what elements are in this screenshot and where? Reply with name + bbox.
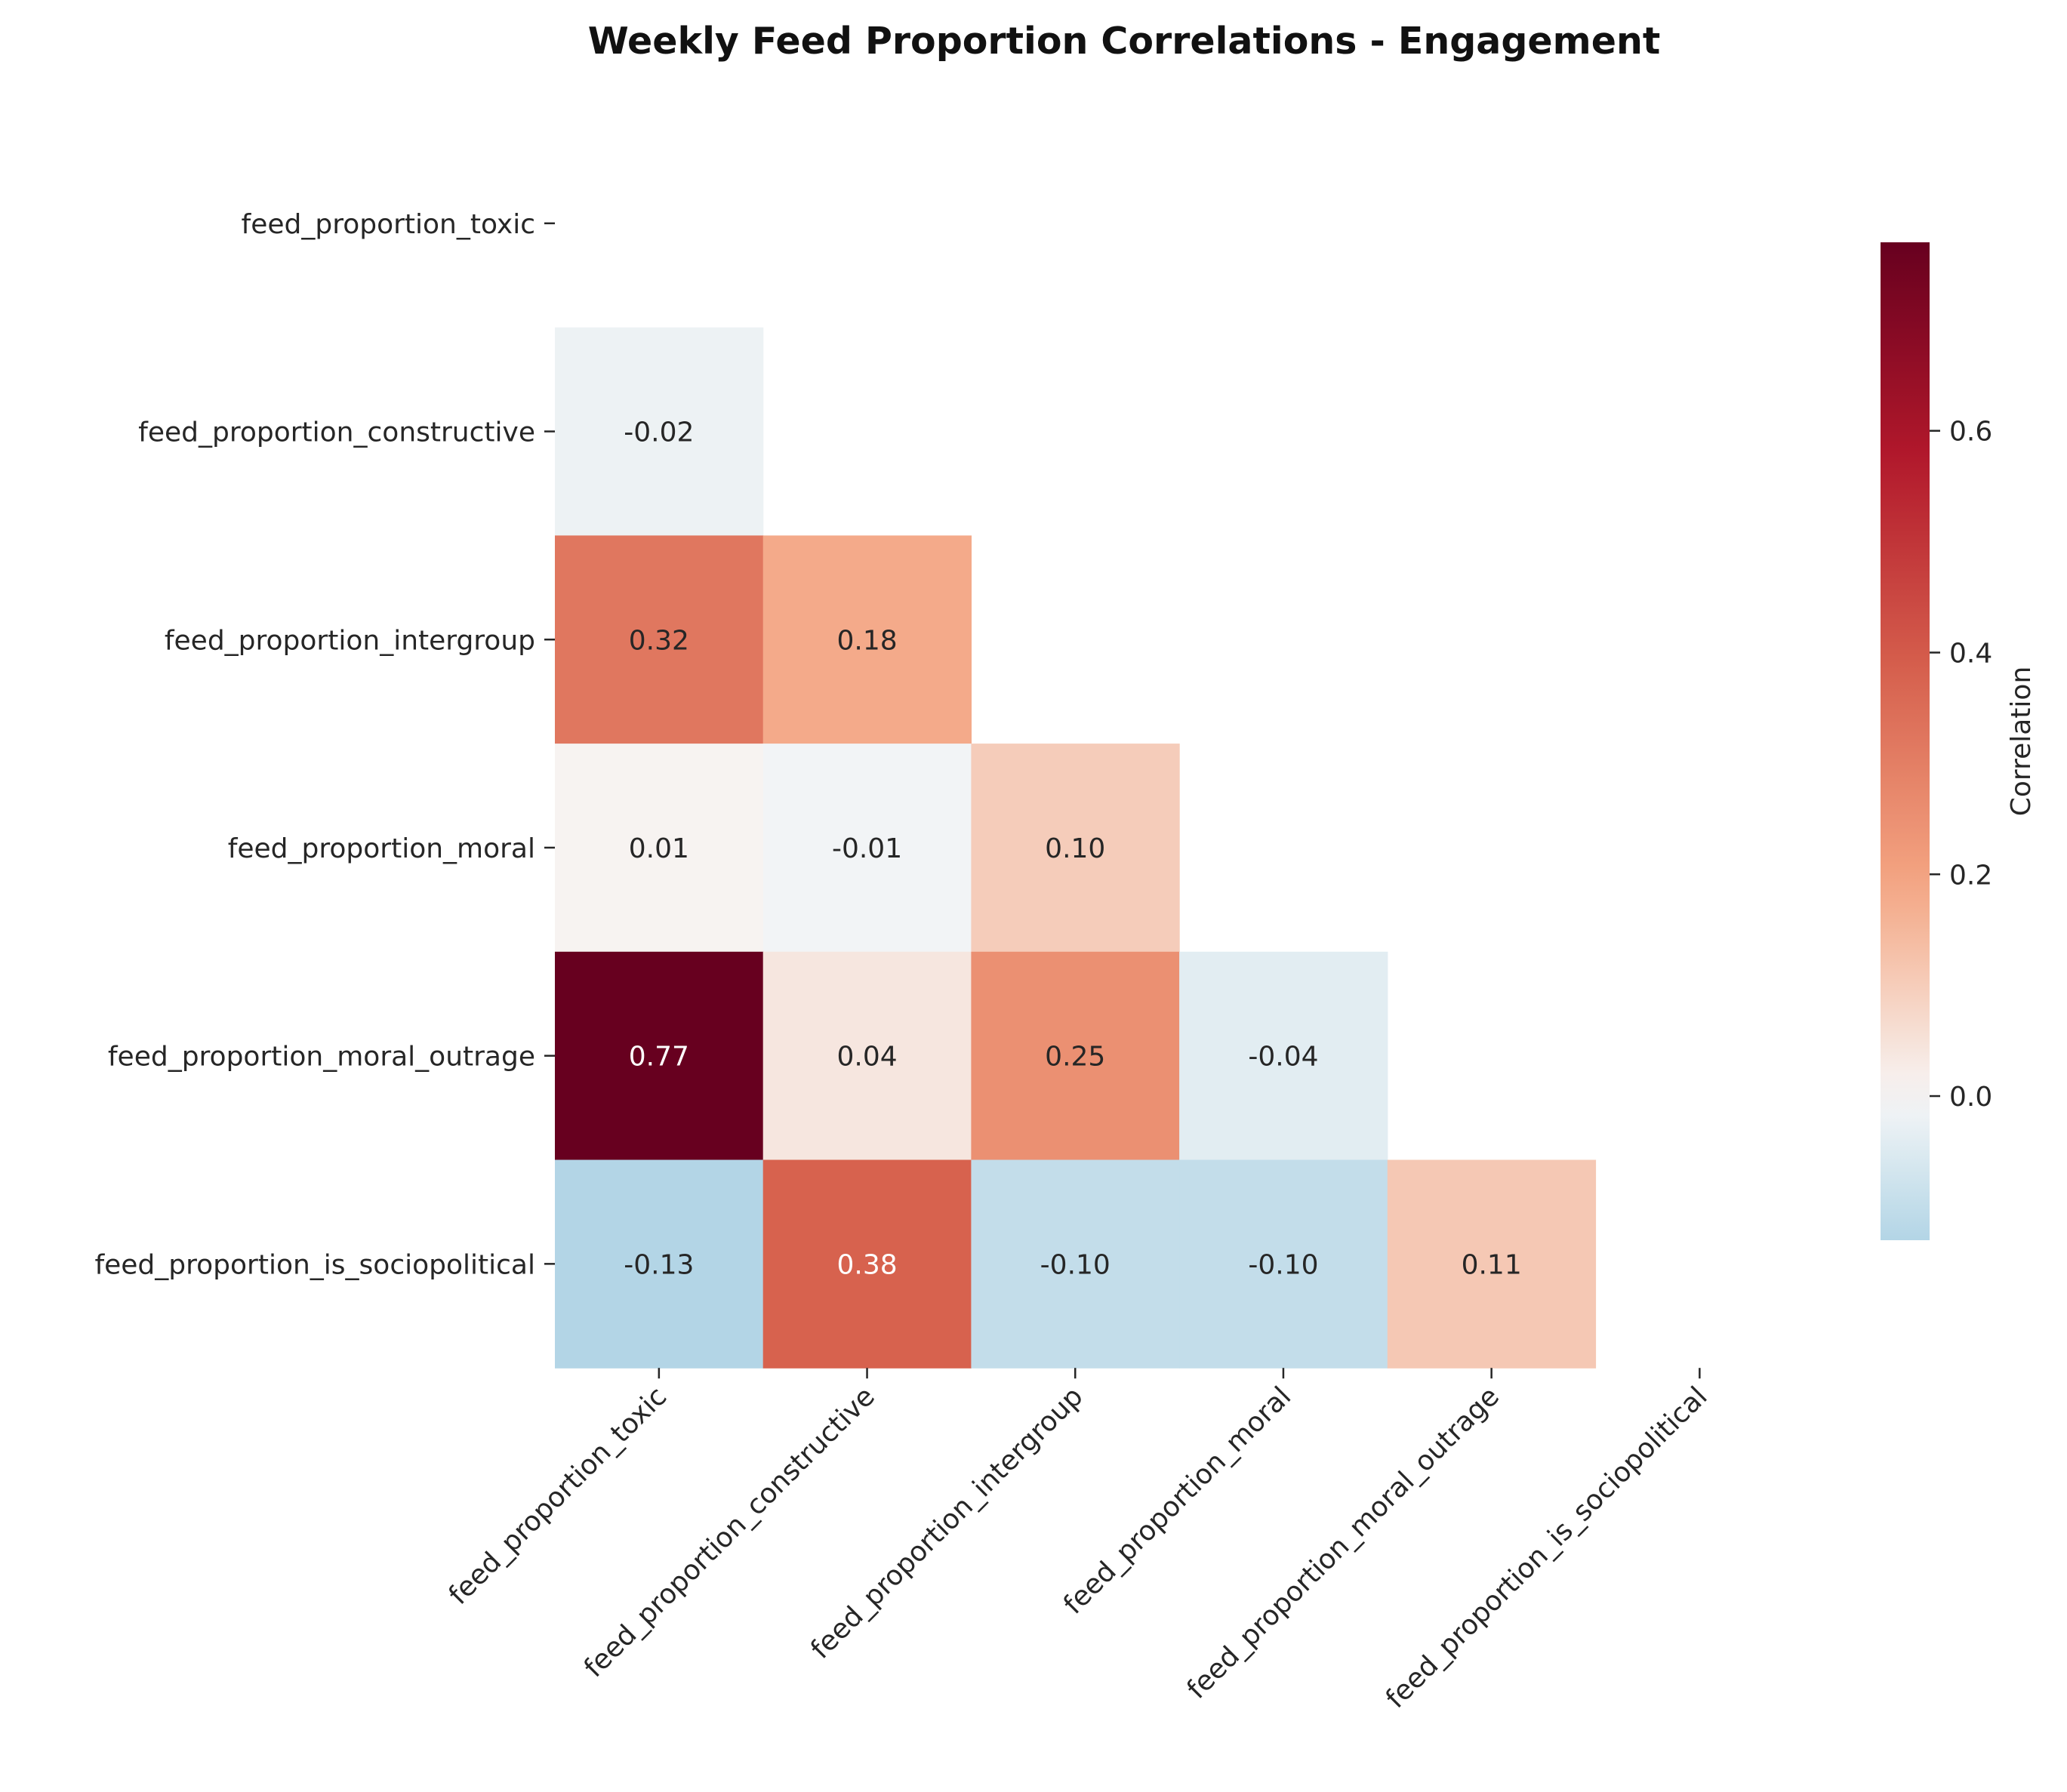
cell-value-label-3-0: 0.01 [629, 833, 689, 864]
cell-value-label-4-0: 0.77 [629, 1042, 689, 1073]
heatmap-cell-4-1 [762, 951, 972, 1161]
x-tick-label-3: feed_proportion_moral [1058, 1381, 1297, 1621]
cell-value-label-3-1: -0.01 [832, 833, 902, 864]
heatmap-cell-1-0 [555, 327, 764, 536]
cell-value-label-5-0: -0.13 [624, 1249, 694, 1280]
heatmap-cells: -0.02 0.32 0.18 0.01 -0.01 0.10 0.77 0.04 0.25 -0… [555, 327, 1597, 1369]
cell-value-label-4-1: 0.04 [836, 1042, 897, 1073]
heatmap-cell-5-1 [762, 1159, 972, 1369]
y-axis: feed_proportion_toxic feed_proportion_con… [94, 209, 555, 1280]
x-axis: feed_proportion_toxicfeed_proportion_con… [443, 1368, 1714, 1714]
colorbar-ticks: 0.0 0.2 0.4 0.6 [1930, 417, 1992, 1113]
heatmap-cell-3-0 [555, 744, 764, 953]
heatmap-cell-2-0 [555, 535, 764, 744]
cell-value-label-2-1: 0.18 [836, 625, 897, 656]
chart-title: Weekly Feed Proportion Correlations - En… [588, 20, 1661, 63]
heatmap-cell-2-1 [762, 535, 972, 744]
cell-value-label-4-2: 0.25 [1045, 1042, 1105, 1073]
cell-value-label-3-2: 0.10 [1045, 833, 1105, 864]
y-tick-label-3: feed_proportion_moral [228, 833, 535, 864]
colorbar-tick-label-3: 0.6 [1949, 417, 1992, 448]
heatmap-cell-3-1 [762, 744, 972, 953]
heatmap-cell-5-3 [1179, 1159, 1388, 1369]
cell-value-label-5-3: -0.10 [1248, 1249, 1318, 1280]
cell-value-label-5-4: 0.11 [1462, 1249, 1522, 1280]
heatmap-cell-5-4 [1387, 1159, 1597, 1369]
colorbar-tick-label-0: 0.0 [1949, 1082, 1992, 1113]
heatmap-cell-4-3 [1179, 951, 1388, 1161]
x-tick-label-0: feed_proportion_toxic [443, 1381, 673, 1611]
y-tick-label-2: feed_proportion_intergroup [165, 625, 535, 656]
colorbar-gradient [1881, 242, 1930, 1240]
cell-value-label-4-3: -0.04 [1248, 1042, 1318, 1073]
heatmap-cell-4-2 [971, 951, 1180, 1161]
cell-value-label-2-0: 0.32 [629, 625, 689, 656]
y-tick-label-5: feed_proportion_is_sociopolitical [94, 1249, 535, 1280]
cell-value-label-5-1: 0.38 [836, 1249, 897, 1280]
colorbar-label: Correlation [2006, 667, 2037, 817]
y-tick-label-1: feed_proportion_constructive [138, 417, 535, 448]
cell-value-label-5-2: -0.10 [1040, 1249, 1111, 1280]
heatmap-cell-5-2 [971, 1159, 1180, 1369]
colorbar-tick-label-2: 0.4 [1949, 638, 1992, 669]
cell-value-label-1-0: -0.02 [624, 417, 694, 448]
heatmap-cell-4-0 [555, 951, 764, 1161]
y-tick-label-0: feed_proportion_toxic [242, 209, 535, 240]
heatmap-cell-3-2 [971, 744, 1180, 953]
colorbar-tick-label-1: 0.2 [1949, 860, 1992, 891]
y-tick-label-4: feed_proportion_moral_outrage [108, 1042, 535, 1073]
x-tick-label-5: feed_proportion_is_sociopolitical [1380, 1381, 1714, 1715]
colorbar: 0.0 0.2 0.4 0.6 Correlation [1881, 242, 2037, 1240]
heatmap-cell-5-0 [555, 1159, 764, 1369]
